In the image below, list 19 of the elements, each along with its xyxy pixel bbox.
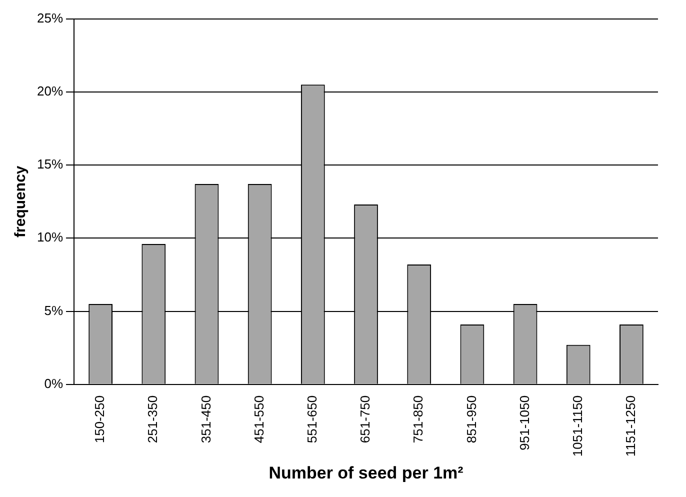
x-tick-label: 651-750 [358, 395, 373, 444]
x-axis-title: Number of seed per 1m² [268, 463, 464, 482]
y-axis-title: frequency [12, 165, 30, 238]
x-tick-label: 951-1050 [516, 395, 532, 450]
x-tick-label: 851-950 [464, 395, 479, 444]
y-tick-label: 15% [36, 156, 64, 172]
x-tick-label: 1051-1150 [570, 395, 585, 457]
x-tick-label: 251-350 [145, 395, 160, 444]
y-tick-label: 0% [44, 376, 64, 391]
x-tick-label: 351-450 [198, 395, 214, 444]
x-tick-label: 150-250 [92, 395, 108, 444]
y-tick-label: 5% [44, 302, 64, 318]
y-tick-label: 10% [36, 230, 64, 245]
x-tick-label: 751-850 [410, 395, 426, 444]
y-tick-label: 25% [36, 10, 64, 26]
x-tick-label: 1151-1250 [623, 395, 638, 457]
y-tick-label: 20% [36, 83, 64, 98]
x-tick-label: 551-650 [304, 395, 320, 444]
x-tick-label: 451-550 [251, 395, 266, 444]
